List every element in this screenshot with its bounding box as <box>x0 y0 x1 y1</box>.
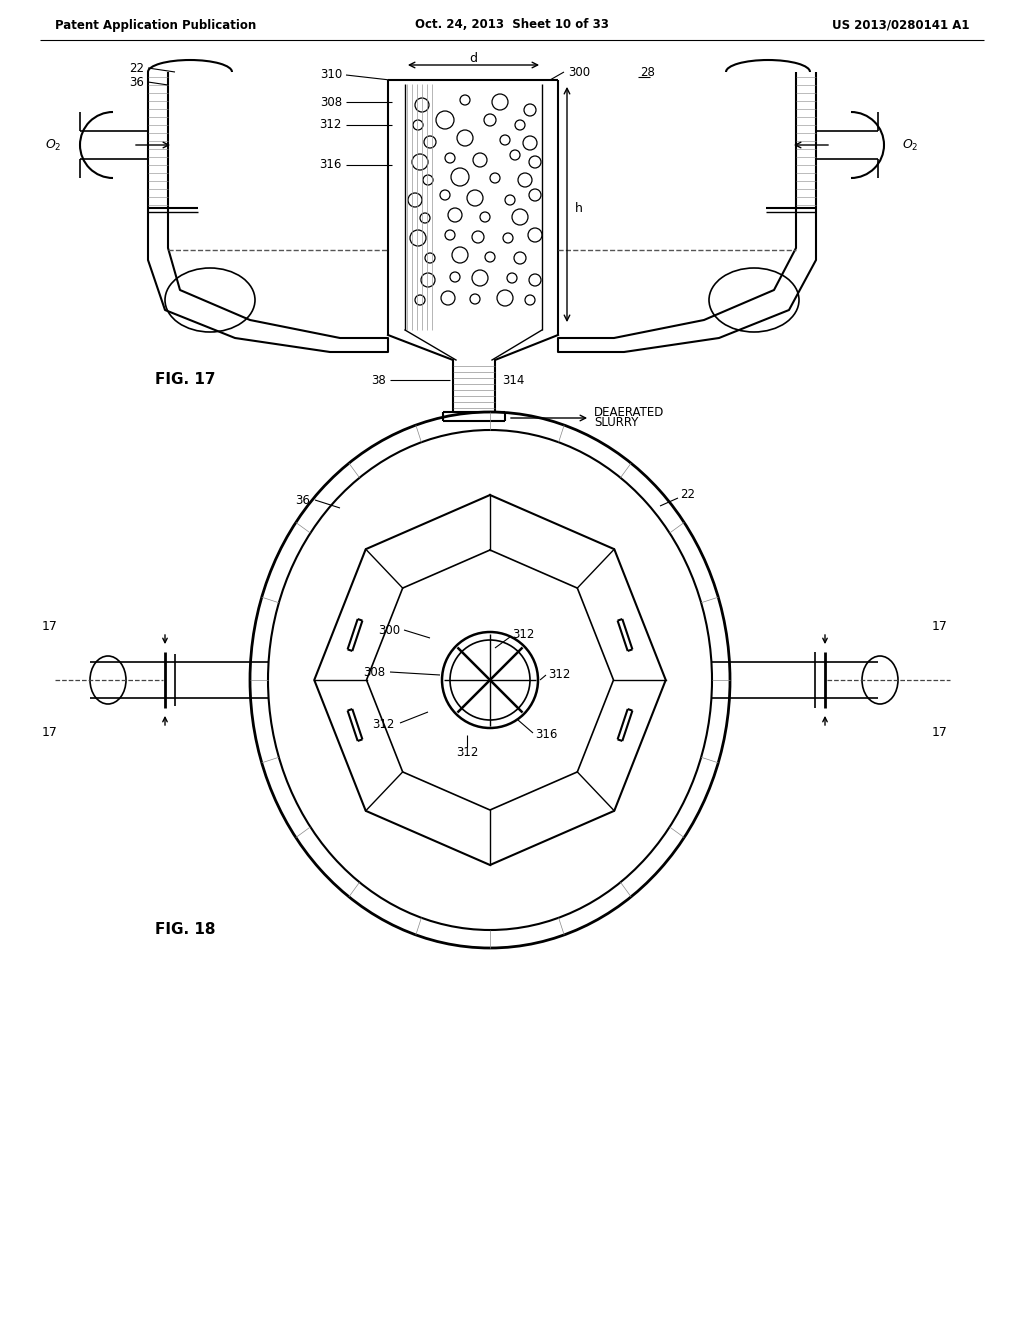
Text: 38: 38 <box>372 374 386 387</box>
Text: 22: 22 <box>680 488 695 502</box>
Text: 22: 22 <box>129 62 144 74</box>
Text: FIG. 17: FIG. 17 <box>155 372 215 388</box>
Text: $O_2$: $O_2$ <box>45 137 61 153</box>
Text: Patent Application Publication: Patent Application Publication <box>55 18 256 32</box>
Text: 17: 17 <box>932 726 948 739</box>
Text: 300: 300 <box>568 66 590 78</box>
Text: 310: 310 <box>319 69 342 82</box>
Text: 28: 28 <box>640 66 655 78</box>
Text: Oct. 24, 2013  Sheet 10 of 33: Oct. 24, 2013 Sheet 10 of 33 <box>415 18 609 32</box>
Text: 308: 308 <box>362 665 385 678</box>
Text: 312: 312 <box>373 718 395 731</box>
Text: SLURRY: SLURRY <box>594 417 638 429</box>
Text: US 2013/0280141 A1: US 2013/0280141 A1 <box>833 18 970 32</box>
Text: d: d <box>469 53 477 66</box>
Text: 312: 312 <box>512 628 535 642</box>
Text: 36: 36 <box>295 494 310 507</box>
Text: h: h <box>575 202 583 214</box>
Text: 17: 17 <box>42 726 58 739</box>
Text: 17: 17 <box>42 620 58 634</box>
Text: DEAERATED: DEAERATED <box>594 405 665 418</box>
Text: 308: 308 <box>319 95 342 108</box>
Text: 314: 314 <box>502 374 524 387</box>
Text: 312: 312 <box>319 119 342 132</box>
Text: 36: 36 <box>129 75 144 88</box>
Text: $O_2$: $O_2$ <box>902 137 919 153</box>
Text: 17: 17 <box>932 620 948 634</box>
Text: 300: 300 <box>378 623 400 636</box>
Text: FIG. 18: FIG. 18 <box>155 923 215 937</box>
Text: 316: 316 <box>319 158 342 172</box>
Text: 316: 316 <box>535 729 557 742</box>
Text: 312: 312 <box>456 746 478 759</box>
Text: 312: 312 <box>548 668 570 681</box>
